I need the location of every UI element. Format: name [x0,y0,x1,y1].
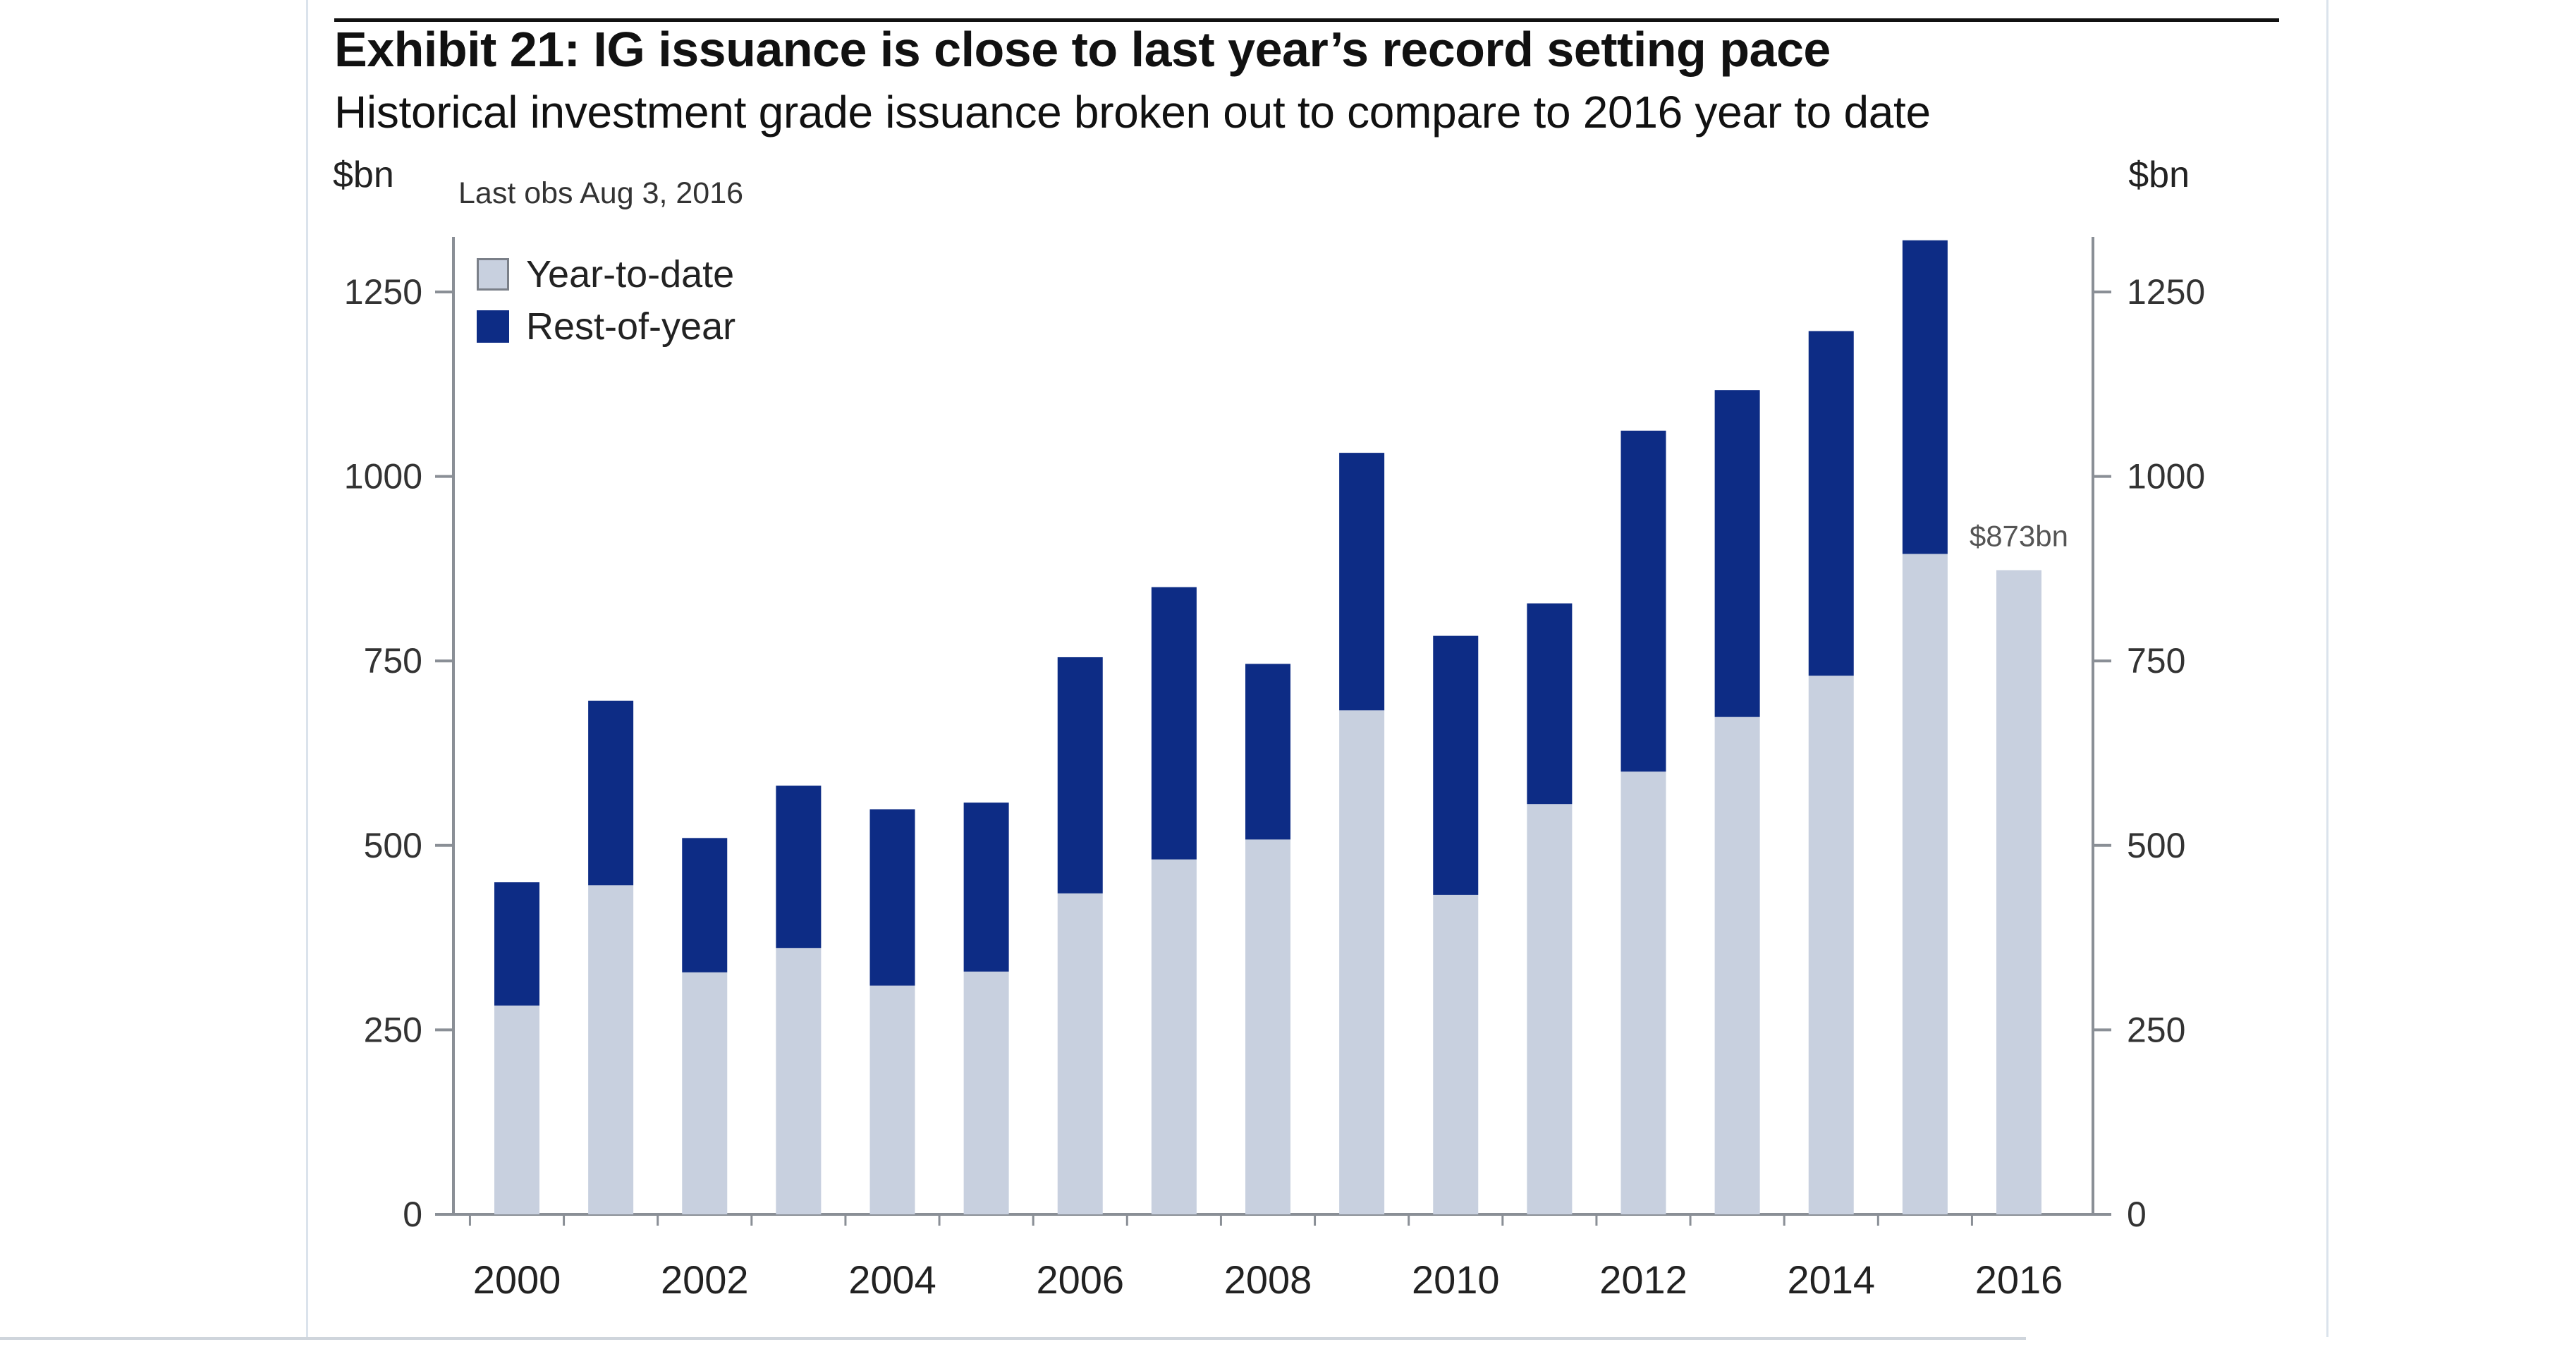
bar-year-to-date-2013 [1714,716,1760,1214]
bar-year-to-date-2006 [1057,893,1103,1214]
y-tick-label-left: 1000 [344,457,422,496]
annotation-2016-total: $873bn [1970,519,2068,552]
bar-rest-of-year-2004 [869,809,915,986]
chart-legend: Year-to-date Rest-of-year [477,248,735,353]
legend-item-year-to-date: Year-to-date [477,248,735,300]
bar-rest-of-year-2003 [776,786,822,949]
chart-subtitle: Historical investment grade issuance bro… [334,87,1931,138]
bar-rest-of-year-2005 [963,803,1009,972]
bar-rest-of-year-2009 [1339,453,1385,711]
y-axis-unit-right: $bn [2128,154,2190,195]
bar-rest-of-year-2006 [1057,657,1103,893]
bar-year-to-date-2003 [776,948,822,1214]
x-tick-label-2008: 2008 [1224,1257,1312,1302]
bar-rest-of-year-2008 [1245,664,1290,840]
bar-year-to-date-2002 [682,972,728,1214]
x-tick-label-2004: 2004 [848,1257,936,1302]
bar-rest-of-year-2011 [1527,603,1573,805]
bar-year-to-date-2014 [1808,676,1854,1214]
bar-year-to-date-2008 [1245,839,1290,1214]
chart-panel [306,0,2328,1337]
bar-year-to-date-2001 [588,885,634,1214]
y-tick-label-right: 500 [2127,826,2185,865]
bar-year-to-date-2007 [1151,859,1197,1214]
last-observation-note: Last obs Aug 3, 2016 [458,176,744,210]
chart-title: Exhibit 21: IG issuance is close to last… [334,22,1831,77]
bar-rest-of-year-2015 [1902,240,1948,554]
bar-rest-of-year-2002 [682,838,728,972]
bar-year-to-date-2005 [963,971,1009,1214]
y-tick-label-left: 250 [364,1010,422,1049]
x-tick-label-2000: 2000 [473,1257,561,1302]
x-tick-label-2016: 2016 [1975,1257,2063,1302]
bar-rest-of-year-2010 [1433,635,1479,895]
y-axis-unit-left: $bn [333,154,394,195]
y-tick-label-left: 500 [364,826,422,865]
x-tick-label-2006: 2006 [1036,1257,1124,1302]
x-tick-label-2010: 2010 [1412,1257,1500,1302]
bar-year-to-date-2000 [494,1005,539,1214]
bar-year-to-date-2012 [1620,771,1666,1214]
y-tick-label-left: 750 [364,641,422,681]
bar-rest-of-year-2013 [1714,390,1760,717]
y-tick-label-right: 1000 [2127,457,2205,496]
bar-year-to-date-2010 [1433,894,1479,1214]
bar-year-to-date-2004 [869,985,915,1214]
bar-rest-of-year-2012 [1620,430,1666,772]
legend-swatch-year-to-date [477,258,509,291]
legend-item-rest-of-year: Rest-of-year [477,300,735,353]
legend-label-year-to-date: Year-to-date [526,253,735,295]
bar-rest-of-year-2000 [494,882,539,1006]
y-tick-label-right: 1250 [2127,272,2205,312]
bar-year-to-date-2015 [1902,554,1948,1214]
bar-year-to-date-2011 [1527,804,1573,1214]
legend-swatch-rest-of-year [477,310,509,343]
y-tick-label-right: 0 [2127,1195,2147,1234]
bar-rest-of-year-2001 [588,700,634,886]
bar-rest-of-year-2007 [1151,587,1197,860]
bar-year-to-date-2016 [1996,570,2041,1214]
bottom-rule [0,1337,2026,1340]
y-tick-label-right: 250 [2127,1010,2185,1049]
y-tick-label-left: 1250 [344,272,422,312]
bar-rest-of-year-2014 [1808,331,1854,676]
y-tick-label-left: 0 [403,1195,422,1234]
x-tick-label-2002: 2002 [661,1257,749,1302]
y-tick-label-right: 750 [2127,641,2185,681]
x-tick-label-2014: 2014 [1787,1257,1875,1302]
x-tick-label-2012: 2012 [1599,1257,1687,1302]
legend-label-rest-of-year: Rest-of-year [526,305,736,348]
title-rule [334,18,2279,22]
bar-year-to-date-2009 [1339,710,1385,1214]
